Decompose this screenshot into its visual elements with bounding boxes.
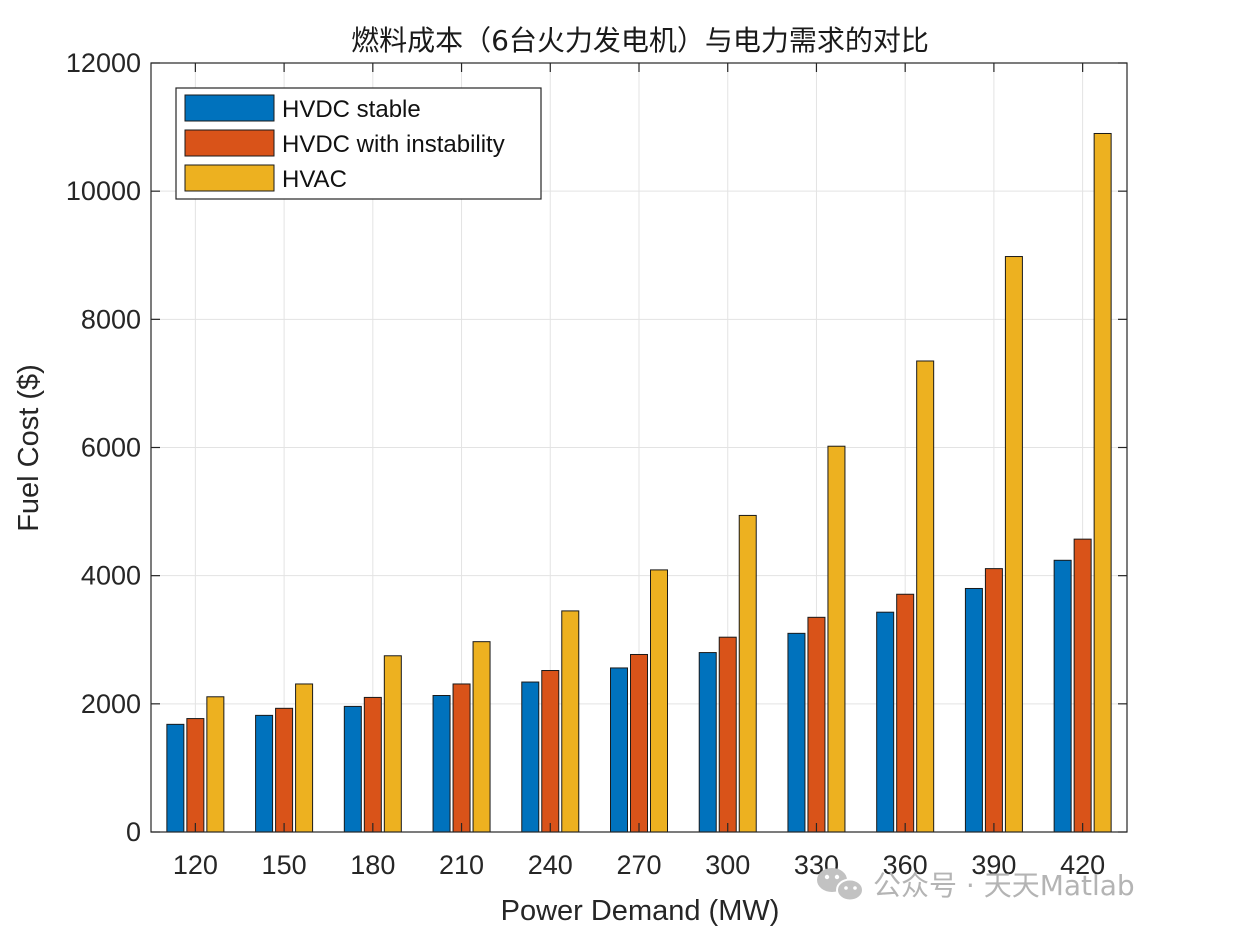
- bar-hvdc-with-instability-150: [275, 707, 294, 833]
- legend-entries: HVDC stable HVDC with instability HVAC: [184, 94, 505, 193]
- watermark: 公众号 · 天天Matlab: [817, 868, 1135, 902]
- x-tick-label: 120: [173, 850, 218, 880]
- bar-hvdc-with-instability-390: [984, 568, 1003, 833]
- legend-swatch: [184, 164, 275, 192]
- x-tick-label: 240: [528, 850, 573, 880]
- bar-hvdc-with-instability-420: [1073, 538, 1092, 833]
- bar-hvdc-stable-240: [521, 681, 540, 833]
- y-tick-label: 12000: [66, 48, 141, 78]
- bar-hvdc-with-instability-270: [630, 653, 648, 833]
- legend: HVDC stable HVDC with instability HVAC: [175, 87, 542, 200]
- legend-label: HVDC stable: [282, 96, 421, 123]
- bar-hvdc-stable-300: [698, 652, 717, 833]
- bar-hvdc-stable-210: [432, 695, 451, 833]
- y-axis-title: Fuel Cost ($): [13, 364, 45, 532]
- y-tick-label: 2000: [81, 689, 141, 719]
- bar-hvdc-stable-360: [876, 611, 895, 833]
- bar-hvdc-with-instability-330: [807, 616, 826, 833]
- bar-hvac-420: [1093, 132, 1112, 833]
- bar-hvac-390: [1004, 256, 1023, 833]
- bar-hvdc-stable-270: [610, 667, 628, 833]
- bar-hvdc-stable-420: [1053, 559, 1072, 833]
- x-tick-label: 360: [883, 850, 928, 880]
- bar-hvdc-stable-330: [787, 632, 806, 833]
- wechat-icon: [817, 868, 864, 902]
- x-tick-label: 390: [971, 850, 1016, 880]
- y-tick-label: 10000: [66, 176, 141, 206]
- bar-hvdc-stable-120: [166, 723, 185, 833]
- bar-hvdc-stable-150: [255, 714, 274, 833]
- bar-hvdc-with-instability-180: [363, 696, 382, 833]
- bar-hvac-150: [295, 683, 314, 833]
- bar-hvac-120: [206, 696, 225, 833]
- axis-ticks: [151, 62, 1127, 833]
- bar-hvac-300: [738, 514, 757, 833]
- x-tick-label: 420: [1060, 850, 1105, 880]
- bar-hvac-210: [472, 641, 491, 833]
- x-tick-label: 300: [705, 850, 750, 880]
- x-axis-title: Power Demand (MW): [501, 895, 780, 927]
- legend-label: HVAC: [282, 166, 347, 193]
- bar-hvdc-with-instability-210: [452, 683, 471, 833]
- watermark-text: 公众号 · 天天Matlab: [873, 869, 1135, 902]
- x-tick-label: 270: [616, 850, 661, 880]
- bar-hvdc-with-instability-240: [541, 670, 560, 833]
- y-tick-label: 6000: [81, 433, 141, 463]
- bar-hvdc-stable-390: [964, 587, 983, 833]
- tick-labels: 0 2000 4000 6000 8000 10000 12000 120 150 180 210 2…: [66, 48, 1105, 880]
- bars: [166, 132, 1112, 833]
- bar-hvac-180: [383, 655, 402, 833]
- y-tick-label: 4000: [81, 561, 141, 591]
- bar-hvdc-stable-180: [343, 705, 362, 833]
- bar-hvac-240: [561, 610, 580, 833]
- legend-swatch: [184, 94, 275, 122]
- x-tick-label: 180: [350, 850, 395, 880]
- bar-hvac-330: [827, 445, 846, 833]
- chart-title: 燃料成本（6台火力发电机）与电力需求的对比: [351, 24, 929, 57]
- legend-label: HVDC with instability: [282, 131, 505, 158]
- y-tick-label: 0: [126, 817, 141, 847]
- bar-hvdc-with-instability-120: [186, 718, 205, 833]
- bar-hvac-360: [916, 360, 935, 833]
- x-tick-label: 150: [262, 850, 307, 880]
- bar-hvdc-with-instability-300: [718, 636, 737, 833]
- y-tick-label: 8000: [81, 304, 141, 334]
- legend-swatch: [184, 129, 275, 157]
- x-tick-label: 210: [439, 850, 484, 880]
- bar-hvdc-with-instability-360: [896, 593, 915, 833]
- bar-hvac-270: [650, 569, 668, 833]
